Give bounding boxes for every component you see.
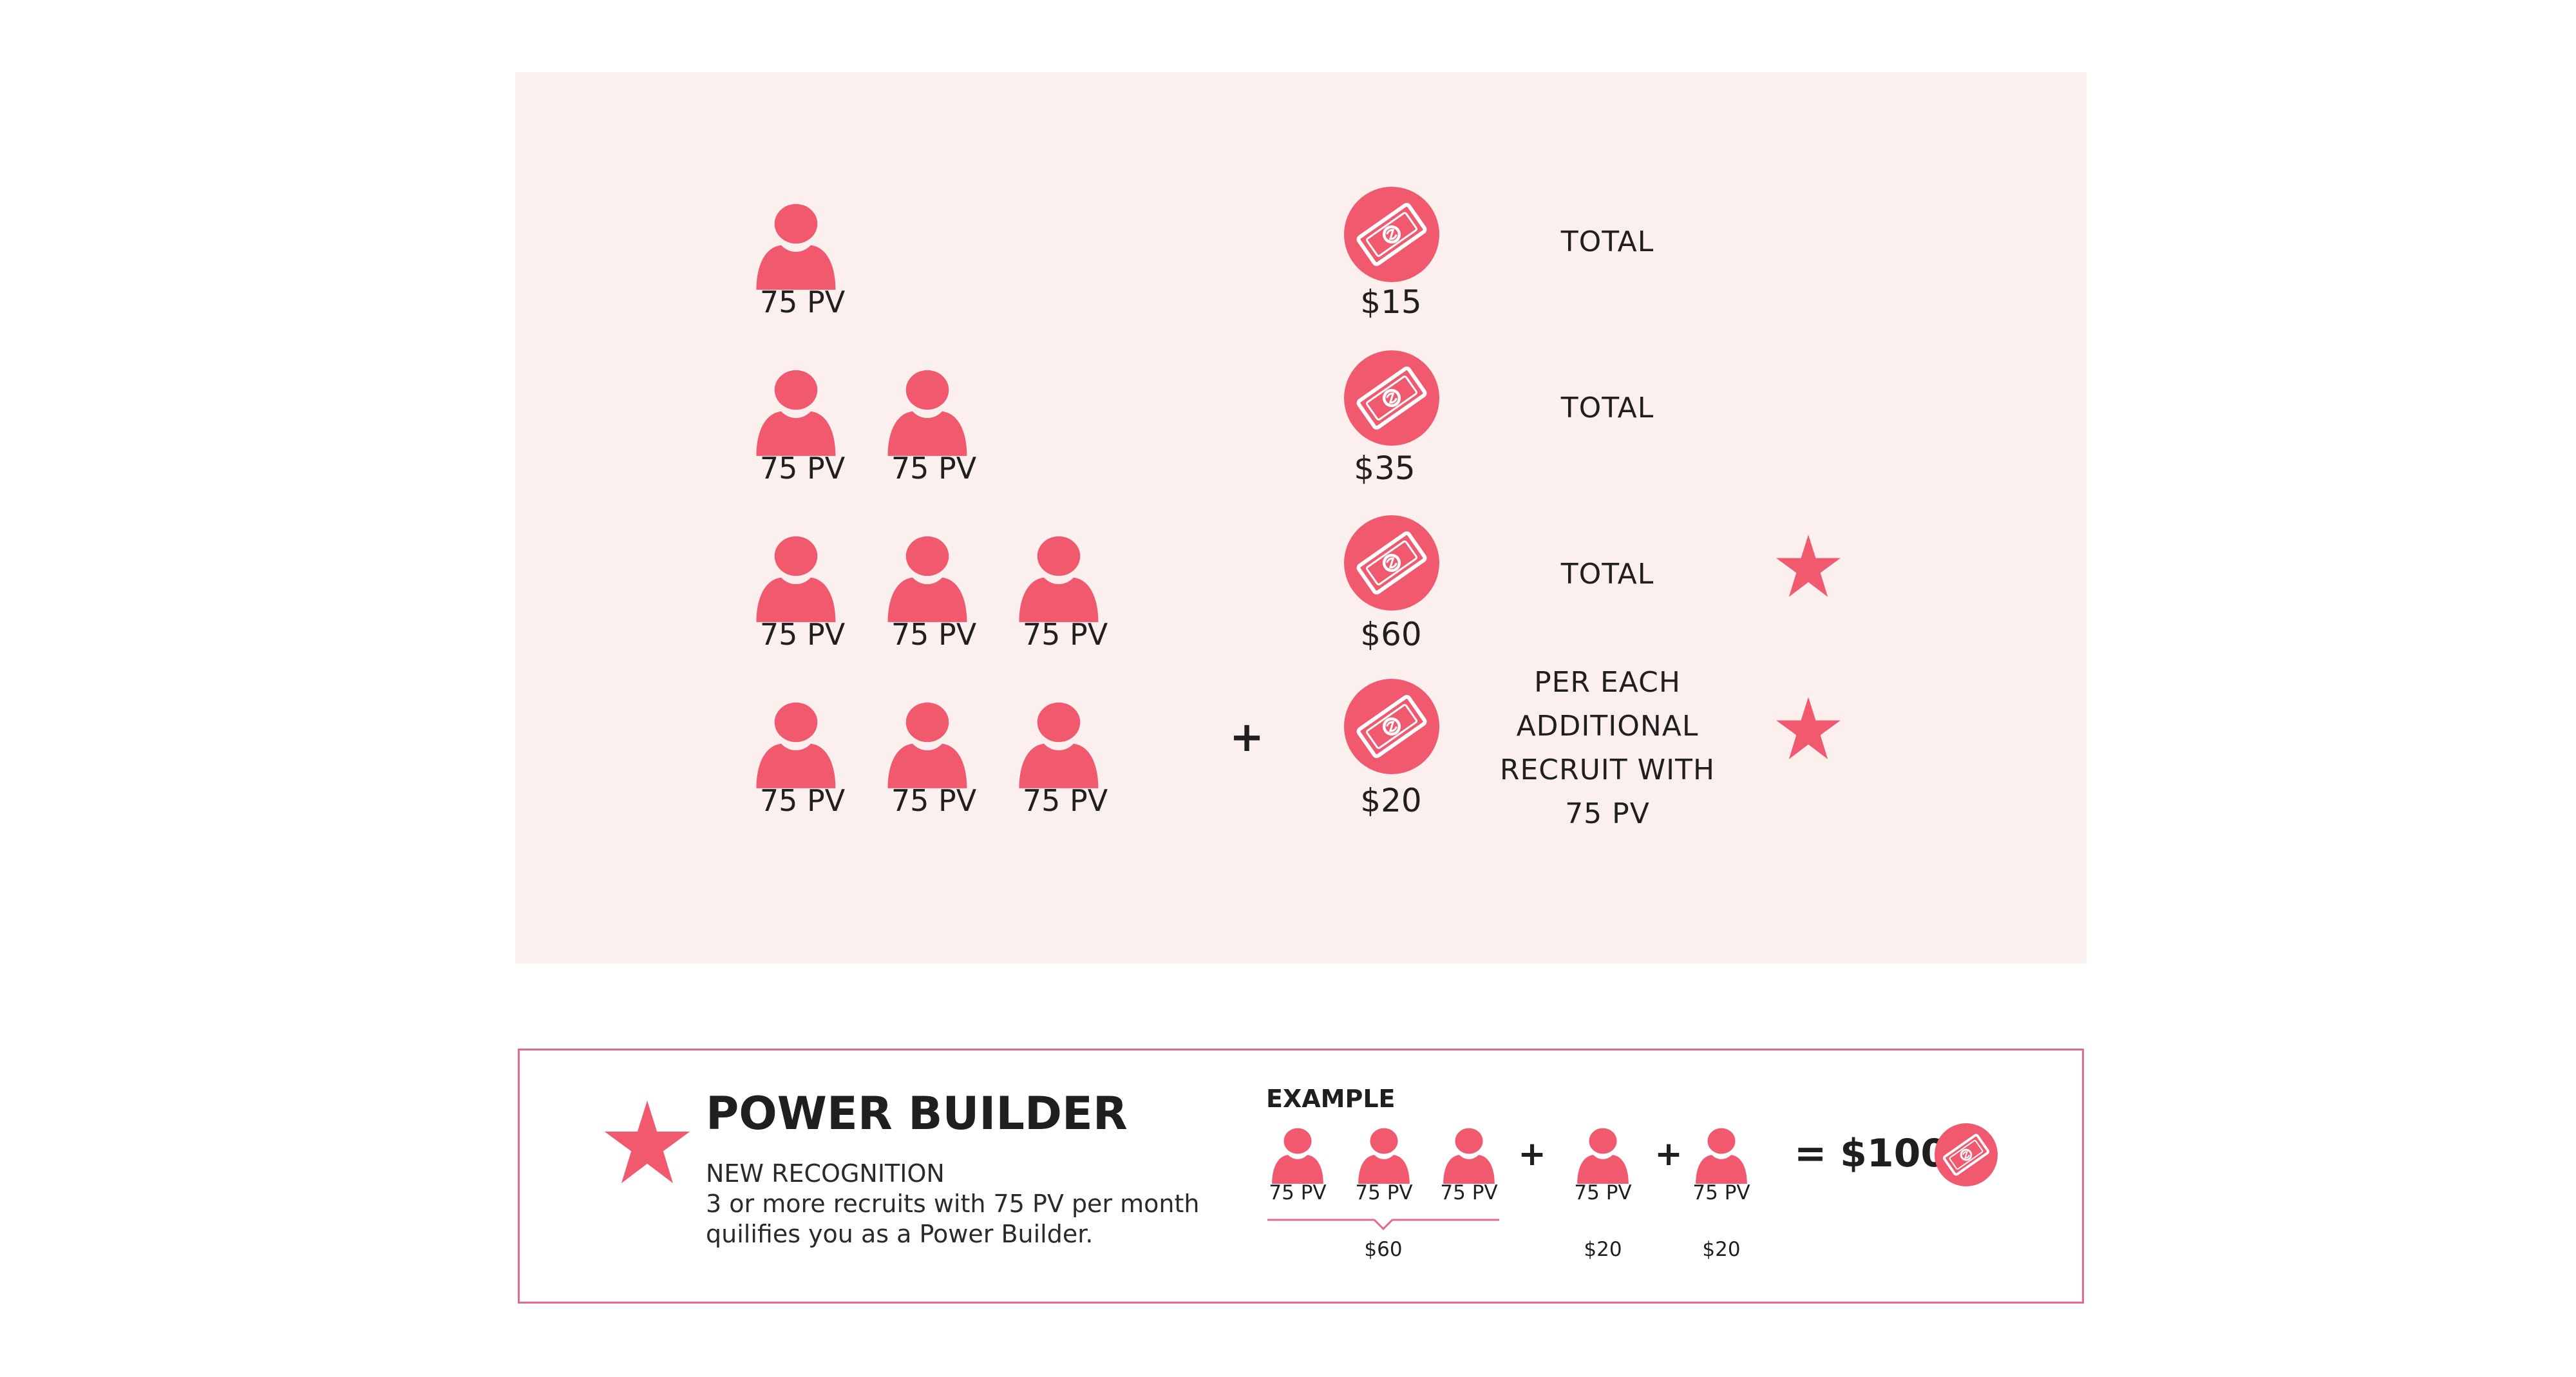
reward-desc: TOTAL [1560, 392, 1654, 424]
plus-sign: + [1654, 1135, 1683, 1173]
reward-amount: $20 [1702, 1238, 1741, 1261]
money-bill-icon [1344, 187, 1439, 282]
person-icon [1018, 535, 1100, 622]
reward-desc: TOTAL [1560, 225, 1654, 258]
money-bill-icon [1344, 350, 1439, 446]
pv-label: 75 PV [1022, 617, 1108, 652]
reward-amount: $15 [1360, 283, 1422, 321]
power-builder-title: POWER BUILDER [706, 1087, 1128, 1140]
person-icon [886, 701, 969, 788]
pv-label: 75 PV [891, 617, 977, 652]
desc-line: PER EACH [1534, 666, 1681, 699]
pv-label: 75 PV [759, 783, 846, 818]
star-icon [603, 1099, 692, 1188]
pv-label: 75 PV [1440, 1181, 1498, 1204]
person-icon [1356, 1127, 1412, 1184]
plus-sign: + [1518, 1135, 1546, 1173]
tier-panel [515, 72, 2087, 964]
person-icon [1575, 1127, 1631, 1184]
pv-label: 75 PV [891, 451, 977, 486]
star-icon [1775, 533, 1842, 600]
person-icon [1441, 1127, 1497, 1184]
money-bill-icon [1935, 1123, 1998, 1186]
pv-label: 75 PV [1022, 783, 1108, 818]
pv-label: 75 PV [891, 783, 977, 818]
bracket [1267, 1219, 1499, 1231]
pv-label: 75 PV [759, 285, 846, 319]
money-bill-icon [1344, 679, 1439, 774]
pv-label: 75 PV [1269, 1181, 1327, 1204]
pv-label: 75 PV [759, 617, 846, 652]
power-builder-subtitle: NEW RECOGNITION [706, 1159, 945, 1188]
person-icon [755, 535, 837, 622]
person-icon [755, 202, 837, 290]
star-icon [1775, 696, 1842, 763]
person-icon [755, 701, 837, 788]
pv-label: 75 PV [759, 451, 846, 486]
desc-line: RECRUIT WITH [1499, 754, 1716, 786]
pv-label: 75 PV [1355, 1181, 1413, 1204]
reward-amount: $60 [1360, 616, 1422, 653]
person-icon [886, 535, 969, 622]
power-builder-card [518, 1049, 2084, 1304]
reward-amount: $35 [1354, 450, 1416, 487]
reward-desc: TOTAL [1560, 558, 1654, 591]
person-icon [886, 368, 969, 456]
power-builder-text: quilifies you as a Power Builder. [706, 1220, 1094, 1248]
money-bill-icon [1344, 515, 1439, 611]
desc-line: 75 PV [1565, 797, 1650, 830]
pv-label: 75 PV [1692, 1181, 1750, 1204]
reward-desc-multiline: PER EACH ADDITIONAL RECRUIT WITH 75 PV [1472, 661, 1743, 836]
person-icon [755, 368, 837, 456]
person-icon [1694, 1127, 1749, 1184]
person-icon [1270, 1127, 1325, 1184]
desc-line: ADDITIONAL [1516, 710, 1699, 743]
example-label: EXAMPLE [1266, 1085, 1396, 1113]
reward-amount: $20 [1584, 1238, 1622, 1261]
plus-sign: + [1229, 714, 1264, 761]
example-total: = $100 [1794, 1131, 1948, 1176]
power-builder-text: 3 or more recruits with 75 PV per month [706, 1190, 1200, 1218]
reward-amount: $60 [1364, 1238, 1403, 1261]
reward-amount: $20 [1360, 782, 1422, 819]
pv-label: 75 PV [1574, 1181, 1632, 1204]
person-icon [1018, 701, 1100, 788]
